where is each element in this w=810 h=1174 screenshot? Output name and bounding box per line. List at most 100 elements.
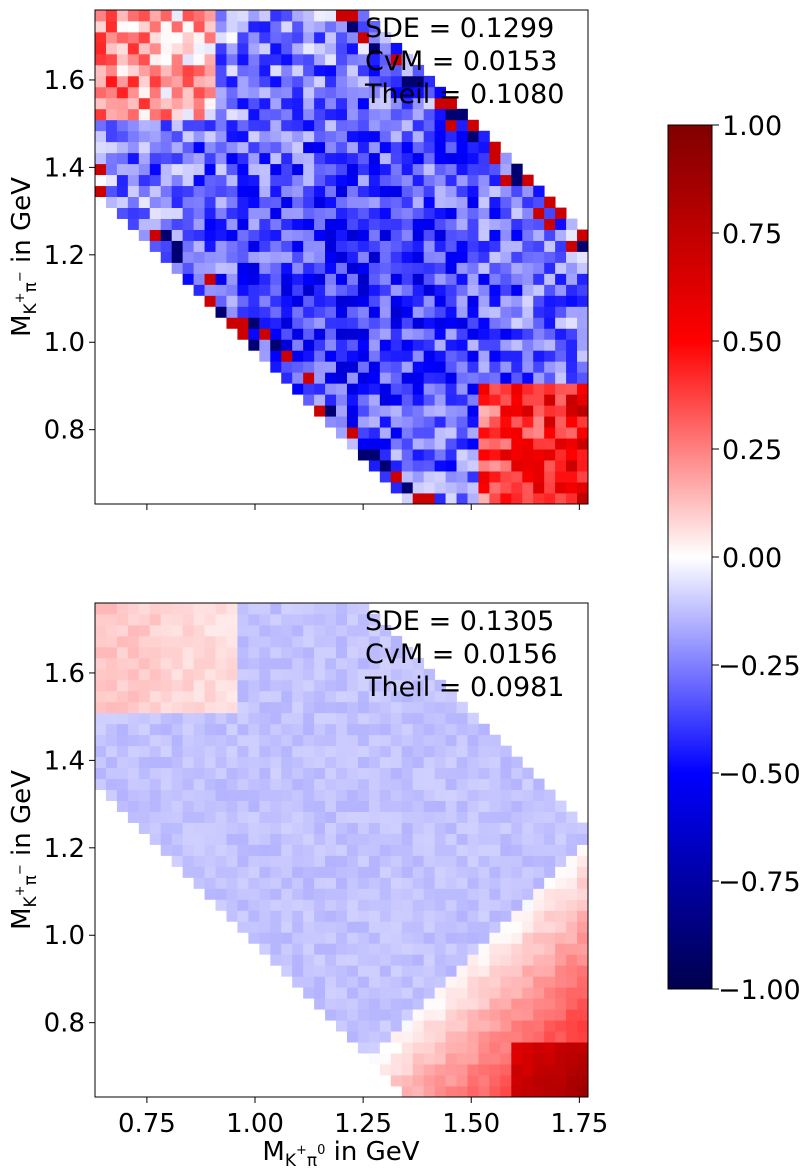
heatmap-cell	[456, 1020, 468, 1032]
heatmap-cell	[478, 449, 490, 461]
heatmap-cell	[149, 603, 162, 615]
heatmap-cell	[314, 350, 326, 362]
heatmap-cell	[544, 899, 556, 911]
heatmap-cell	[401, 1086, 414, 1098]
heatmap-cell	[368, 251, 381, 263]
heatmap-cell	[566, 1075, 578, 1087]
heatmap-cell	[281, 745, 293, 758]
heatmap-cell	[182, 822, 194, 834]
heatmap-cell	[336, 372, 348, 384]
heatmap-cell	[314, 284, 326, 296]
heatmap-cell	[138, 723, 151, 736]
heatmap-cell	[193, 679, 205, 692]
heatmap-cell	[149, 701, 162, 714]
heatmap-cell	[456, 471, 468, 483]
heatmap-cell	[577, 987, 589, 999]
heatmap-cell	[390, 306, 403, 318]
heatmap-cell	[379, 1020, 392, 1032]
heatmap-cell	[171, 789, 184, 801]
heatmap-cell	[511, 844, 523, 856]
heatmap-cell	[478, 1031, 490, 1043]
heatmap-cell	[336, 745, 348, 758]
heatmap-cell	[105, 20, 118, 33]
heatmap-cell	[478, 987, 490, 999]
heatmap-cell	[533, 1009, 545, 1021]
heatmap-cell	[456, 987, 468, 999]
heatmap-cell	[281, 372, 293, 384]
heatmap-cell	[138, 603, 151, 615]
heatmap-cell	[489, 943, 501, 955]
heatmap-cell	[544, 196, 556, 208]
heatmap-cell	[149, 646, 162, 659]
heatmap-cell	[182, 800, 194, 812]
heatmap-cell	[259, 745, 271, 758]
bottom-heatmap-panel: 0.75 1.00 1.25 1.50 1.75 0.81.01.21.41.6 SDE…	[7, 602, 608, 1171]
heatmap-cell	[390, 701, 403, 714]
heatmap-cell	[456, 866, 468, 878]
heatmap-cell	[511, 460, 523, 472]
heatmap-cell	[522, 833, 534, 845]
heatmap-cell	[336, 86, 348, 99]
heatmap-cell	[346, 679, 359, 692]
heatmap-cell	[248, 163, 260, 176]
heatmap-cell	[412, 207, 425, 219]
heatmap-cell	[511, 1020, 523, 1032]
heatmap-cell	[555, 482, 567, 494]
heatmap-cell	[259, 668, 271, 681]
heatmap-cell	[248, 910, 260, 922]
heatmap-cell	[412, 306, 425, 318]
heatmap-cell	[500, 767, 512, 780]
heatmap-cell	[500, 1086, 512, 1098]
heatmap-cell	[248, 844, 260, 856]
heatmap-cell	[566, 438, 578, 450]
heatmap-cell	[368, 855, 381, 867]
heatmap-cell	[478, 262, 490, 274]
heatmap-cell	[357, 229, 370, 241]
heatmap-cell	[412, 218, 425, 230]
heatmap-cell	[445, 119, 457, 132]
heatmap-cell	[445, 690, 457, 703]
heatmap-cell	[533, 251, 545, 263]
heatmap-cell	[500, 976, 512, 988]
heatmap-cell	[171, 130, 184, 143]
heatmap-cell	[434, 174, 446, 187]
heatmap-cell	[456, 262, 468, 274]
heatmap-cell	[368, 141, 381, 154]
heatmap-cell	[357, 185, 370, 198]
heatmap-cell	[116, 603, 129, 615]
heatmap-cell	[204, 745, 216, 758]
heatmap-cell	[303, 833, 315, 845]
heatmap-cell	[314, 877, 326, 889]
heatmap-cell	[456, 701, 468, 714]
heatmap-cell	[259, 877, 271, 889]
top-x-ticks	[146, 504, 580, 510]
heatmap-cell	[379, 295, 392, 307]
heatmap-cell	[95, 31, 107, 44]
heatmap-cell	[314, 306, 326, 318]
heatmap-cell	[292, 262, 304, 274]
heatmap-cell	[292, 240, 304, 252]
heatmap-cell	[182, 833, 194, 845]
heatmap-cell	[522, 1053, 534, 1065]
heatmap-cell	[500, 1031, 512, 1043]
heatmap-cell	[412, 416, 425, 428]
heatmap-cell	[522, 778, 534, 791]
heatmap-cell	[401, 295, 414, 307]
heatmap-cell	[522, 800, 534, 812]
colorbar-tick-label: −0.25	[718, 651, 801, 682]
heatmap-cell	[533, 317, 545, 329]
heatmap-cell	[357, 394, 370, 406]
heatmap-cell	[379, 745, 392, 758]
heatmap-cell	[149, 196, 162, 208]
heatmap-cell	[445, 449, 457, 461]
heatmap-cell	[566, 1042, 578, 1054]
heatmap-cell	[325, 1009, 337, 1021]
heatmap-cell	[346, 207, 359, 219]
heatmap-cell	[566, 328, 578, 340]
heatmap-cell	[226, 119, 238, 132]
heatmap-cell	[511, 811, 523, 823]
heatmap-cell	[500, 438, 512, 450]
heatmap-cell	[303, 822, 315, 834]
heatmap-cell	[215, 723, 227, 736]
heatmap-cell	[555, 251, 567, 263]
